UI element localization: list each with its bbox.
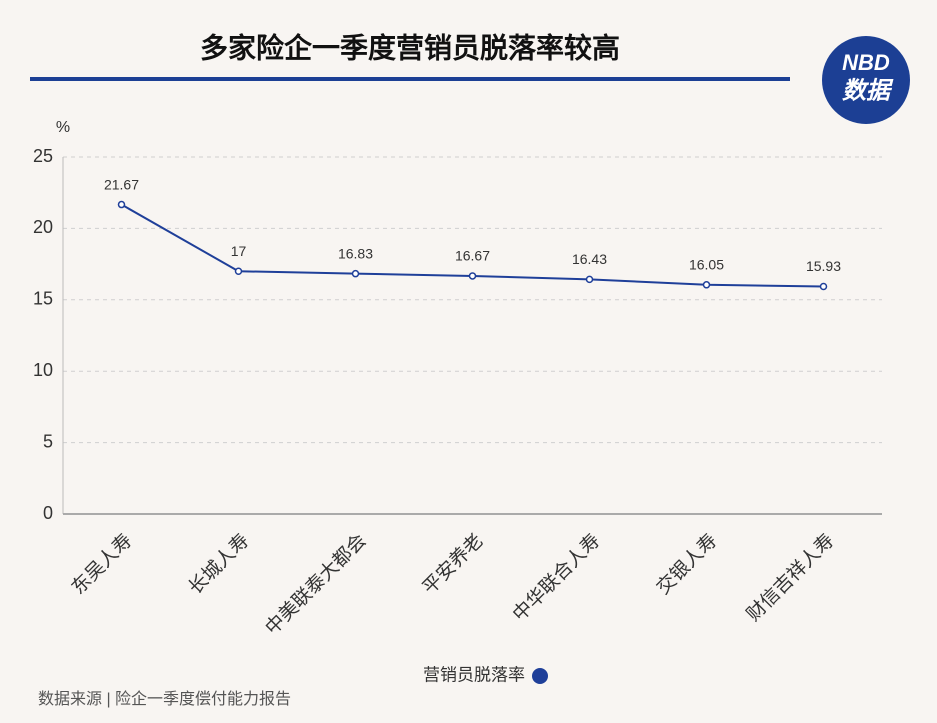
x-tick-label: 平安养老 bbox=[418, 530, 487, 599]
value-label: 15.93 bbox=[806, 258, 841, 274]
point bbox=[702, 281, 711, 289]
x-tick-label: 中美联泰大都会 bbox=[261, 530, 371, 640]
value-label: 16.05 bbox=[689, 257, 724, 273]
value-label: 16.67 bbox=[455, 248, 490, 264]
y-axis-unit: % bbox=[56, 119, 70, 136]
value-label: 16.43 bbox=[572, 251, 607, 267]
x-tick-label: 财信吉祥人寿 bbox=[742, 530, 838, 626]
y-tick-label: 15 bbox=[33, 289, 53, 309]
legend-label: 营销员脱落率 bbox=[423, 665, 525, 684]
x-tick-label: 东吴人寿 bbox=[67, 530, 136, 599]
x-tick-label: 长城人寿 bbox=[184, 530, 253, 599]
logo-bottom: 数据 bbox=[842, 77, 894, 104]
logo-top: NBD bbox=[842, 50, 890, 75]
y-tick-label: 0 bbox=[43, 503, 53, 523]
value-label: 21.67 bbox=[104, 176, 139, 192]
point bbox=[819, 282, 828, 291]
point bbox=[234, 267, 243, 275]
chart-title: 多家险企一季度营销员脱落率较高 bbox=[200, 31, 620, 63]
point bbox=[585, 275, 594, 284]
value-label: 17 bbox=[231, 243, 247, 259]
y-tick-label: 20 bbox=[33, 217, 53, 237]
legend-swatch bbox=[532, 668, 548, 684]
x-tick-label: 中华联合人寿 bbox=[508, 530, 604, 626]
source-note: 数据来源 | 险企一季度偿付能力报告 bbox=[38, 690, 291, 708]
point bbox=[351, 269, 360, 278]
y-tick-label: 25 bbox=[33, 146, 53, 166]
y-tick-label: 5 bbox=[43, 431, 53, 451]
value-label: 16.83 bbox=[338, 245, 373, 261]
point bbox=[468, 272, 477, 280]
x-tick-label: 交银人寿 bbox=[652, 530, 721, 599]
logo-badge bbox=[822, 36, 910, 124]
y-tick-label: 10 bbox=[33, 360, 53, 380]
point bbox=[117, 200, 126, 209]
title-underline bbox=[30, 77, 790, 81]
